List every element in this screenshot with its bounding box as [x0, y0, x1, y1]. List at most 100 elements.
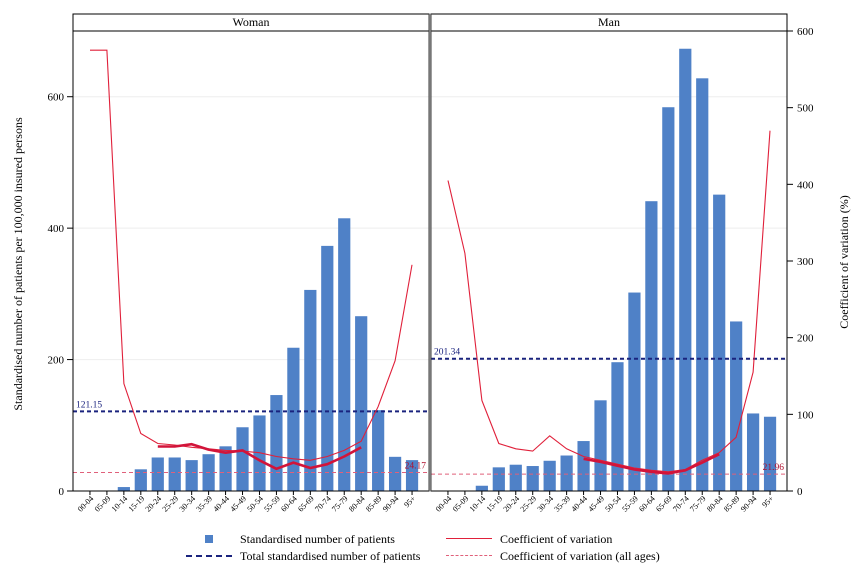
- x-tick-label: 05-09: [451, 494, 471, 514]
- legend-dash-marker: [446, 555, 492, 556]
- cv-annotation: 21.96: [763, 463, 785, 473]
- bar: [713, 194, 726, 491]
- bar: [594, 400, 607, 491]
- cv-line: [90, 49, 413, 461]
- y-tick-label: 200: [48, 355, 65, 367]
- legend-square-marker: [205, 535, 213, 543]
- x-tick-label: 05-09: [93, 494, 113, 514]
- cv-line-thick: [583, 453, 720, 475]
- y-tick-label: 0: [59, 486, 65, 498]
- y2-tick-label: 100: [797, 409, 814, 421]
- y2-axis-label: Coefficient of variation (%): [837, 195, 851, 328]
- y2-tick-label: 200: [797, 333, 814, 345]
- bar: [543, 460, 556, 491]
- y2-tick-label: 600: [797, 26, 814, 38]
- legend-item-patients: Standardised number of patients: [186, 531, 395, 547]
- cv-annotation: 24.17: [405, 461, 427, 471]
- bar: [219, 446, 232, 491]
- bar: [134, 469, 147, 491]
- x-tick-label: 30-34: [178, 494, 198, 514]
- bar: [185, 460, 198, 491]
- y2-tick-label: 500: [797, 103, 814, 115]
- bar: [475, 485, 488, 491]
- y2-tick-label: 400: [797, 179, 814, 191]
- x-tick-label: 80-84: [347, 494, 367, 514]
- bar: [560, 455, 573, 491]
- bars: [117, 48, 777, 492]
- bar: [388, 456, 402, 491]
- legend-label: Standardised number of patients: [240, 532, 395, 546]
- x-tick-label: 00-04: [434, 494, 454, 514]
- x-tick-label: 10-14: [110, 494, 130, 514]
- x-tick-label: 50-54: [603, 494, 623, 514]
- x-tick-label: 75-79: [330, 494, 350, 514]
- x-tick-label: 20-24: [144, 494, 164, 514]
- bar: [287, 347, 300, 491]
- bar: [321, 245, 334, 491]
- legend-label: Total standardised number of patients: [240, 549, 421, 563]
- bar: [304, 289, 317, 491]
- bar: [270, 395, 283, 491]
- x-tick-label: 90-94: [739, 494, 759, 514]
- x-tick-label: 40-44: [569, 494, 589, 514]
- y2-tick-label: 300: [797, 256, 814, 268]
- bar: [509, 464, 522, 491]
- x-tick-label: 00-04: [76, 494, 96, 514]
- lines: [73, 49, 787, 475]
- x-tick-label: 65-69: [654, 494, 674, 514]
- bar: [526, 466, 539, 491]
- x-tick-label: 40-44: [211, 494, 231, 514]
- panel-title: Woman: [232, 15, 269, 29]
- x-tick-label: 25-29: [161, 494, 181, 514]
- x-tick-label: 20-24: [502, 494, 522, 514]
- x-tick-label: 85-89: [722, 494, 742, 514]
- bar: [645, 201, 658, 491]
- x-tick-label: 35-39: [194, 494, 214, 514]
- legend-line-marker: [446, 538, 492, 539]
- bar: [696, 78, 709, 492]
- legend-dash-marker: [186, 555, 232, 557]
- bar: [405, 460, 419, 491]
- bar: [577, 441, 590, 491]
- x-tick-label: 95+: [402, 494, 418, 510]
- bar: [236, 427, 249, 491]
- bar: [338, 218, 351, 492]
- bar: [746, 413, 760, 491]
- bar: [117, 487, 130, 491]
- legend-label: Coefficient of variation: [500, 532, 613, 546]
- legend: Standardised number of patients Coeffici…: [186, 531, 786, 571]
- x-tick-label: 90-94: [381, 494, 401, 514]
- x-tick-label: 10-14: [468, 494, 488, 514]
- y-axis-label: Standardised number of patients per 100,…: [11, 117, 25, 411]
- bar: [492, 467, 505, 491]
- x-tick-label: 45-49: [228, 494, 248, 514]
- y-tick-label: 400: [48, 223, 65, 235]
- total-annotation: 121.15: [76, 400, 102, 410]
- x-tick-label: 75-79: [688, 494, 708, 514]
- x-tick-label: 70-74: [313, 494, 333, 514]
- x-tick-label: 60-64: [279, 494, 299, 514]
- frames: [67, 13, 793, 495]
- bar: [730, 321, 743, 491]
- legend-label: Coefficient of variation (all ages): [500, 549, 660, 563]
- y-tick-label: 600: [48, 92, 65, 104]
- bar: [763, 416, 777, 491]
- x-tick-label: 50-54: [245, 494, 265, 514]
- bar: [679, 48, 692, 491]
- bar: [372, 410, 385, 491]
- x-tick-label: 55-59: [262, 494, 282, 514]
- bar: [168, 457, 181, 491]
- cv-line: [447, 130, 771, 473]
- x-tick-label: 55-59: [620, 494, 640, 514]
- x-tick-label: 15-19: [485, 494, 505, 514]
- x-tick-label: 60-64: [637, 494, 657, 514]
- panel-title: Man: [598, 15, 620, 29]
- x-tick-label: 70-74: [671, 494, 691, 514]
- legend-item-total: Total standardised number of patients: [186, 548, 420, 564]
- total-annotation: 201.34: [434, 348, 460, 358]
- bar: [662, 107, 675, 491]
- bar: [151, 457, 164, 491]
- x-tick-label: 85-89: [364, 494, 384, 514]
- x-tick-label: 15-19: [127, 494, 147, 514]
